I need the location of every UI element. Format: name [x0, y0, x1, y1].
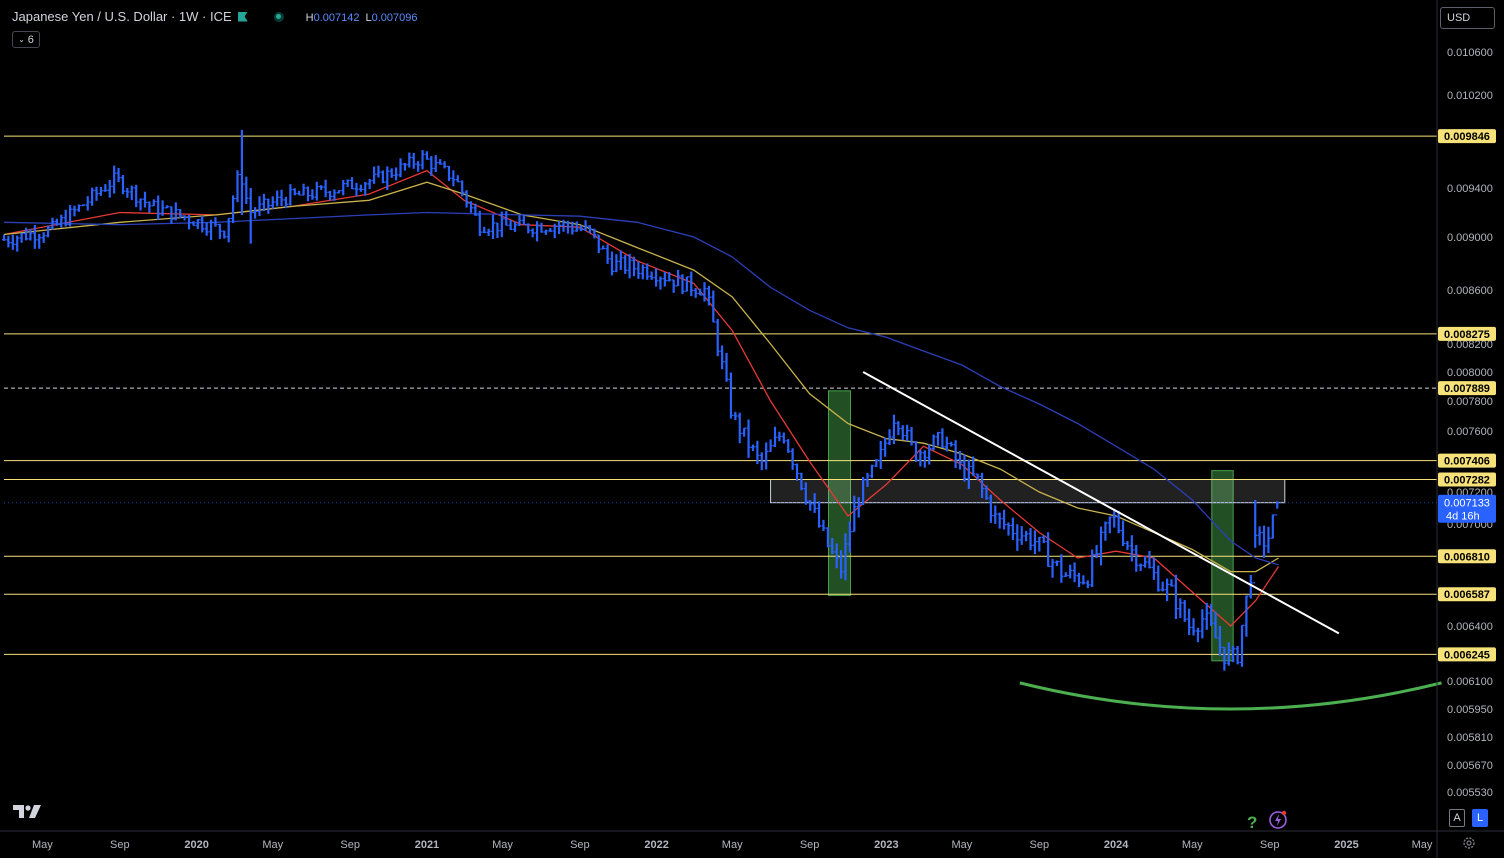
log-scale-button[interactable]: L: [1472, 809, 1488, 827]
y-tick-label: 0.008600: [1447, 285, 1493, 297]
indicators-count: 6: [27, 33, 34, 46]
y-tick-label: 0.006100: [1447, 676, 1493, 688]
chevron-down-icon: ⌄: [18, 35, 25, 44]
y-tick-label: 0.005670: [1447, 760, 1493, 772]
x-tick-label: May: [1412, 839, 1433, 851]
level-price-label: 0.007282: [1444, 474, 1490, 486]
level-price-tag: [1438, 647, 1496, 662]
level-price-label: 0.007406: [1444, 456, 1490, 468]
current-price-label: 0.007133: [1444, 498, 1490, 510]
log-scale-label: L: [1476, 812, 1484, 824]
x-tick-label: Sep: [570, 839, 590, 851]
auto-scale-button[interactable]: A: [1449, 809, 1465, 827]
level-price-tag: [1438, 129, 1496, 144]
x-tick-label: Sep: [110, 839, 130, 851]
lightning-icon[interactable]: [1268, 810, 1288, 830]
ma_fast-line: [3, 169, 1280, 627]
currency-value: USD: [1447, 12, 1471, 24]
level-price-tag: [1438, 326, 1496, 341]
level-price-label: 0.006245: [1444, 649, 1490, 661]
y-tick-label: 0.010600: [1447, 47, 1493, 59]
y-tick-label: 0.008000: [1447, 367, 1493, 379]
low-value: 0.007096: [371, 12, 418, 24]
x-tick-label: 2022: [644, 839, 668, 851]
trendline: [862, 371, 1340, 635]
x-tick-label: Sep: [1260, 839, 1280, 851]
x-tick-label: May: [32, 839, 53, 851]
level-price-tag: [1438, 549, 1496, 564]
price-labels-layer: 0.009846 0.008275 0.007889 0.007406 0.007282…: [1438, 129, 1496, 662]
y-tick-label: 0.008200: [1447, 339, 1493, 351]
y-tick-label: 0.007600: [1447, 426, 1493, 438]
level-price-label: 0.006810: [1444, 551, 1490, 563]
level-price-tag: [1438, 472, 1496, 487]
ma_mid-line: [3, 181, 1279, 573]
symbol-header: Japanese Yen / U.S. Dollar · 1W · ICE H0…: [12, 9, 418, 24]
curve-drawing: [1019, 681, 1442, 711]
settings-icon[interactable]: [1462, 836, 1476, 850]
x-tick-label: 2020: [184, 839, 208, 851]
x-tick-label: 2023: [874, 839, 898, 851]
y-tick-label: 0.006400: [1447, 621, 1493, 633]
level-price-tag: [1438, 381, 1496, 396]
level-price-label: 0.007889: [1444, 383, 1490, 395]
y-tick-label: 0.009400: [1447, 183, 1493, 195]
level-price-label: 0.008275: [1444, 329, 1490, 341]
x-tick-label: May: [952, 839, 973, 851]
high-value: 0.007142: [313, 12, 360, 24]
levels-layer: [4, 135, 1437, 655]
x-tick-label: 2024: [1104, 839, 1129, 851]
x-tick-label: May: [722, 839, 743, 851]
y-tick-label: 0.009000: [1447, 232, 1493, 244]
flag-icon: [237, 11, 248, 22]
y-tick-label: 0.005810: [1447, 732, 1493, 744]
moving-averages-layer: [3, 169, 1280, 627]
price-bars-layer: [2, 129, 1280, 671]
ma_slow-line: [3, 211, 1279, 566]
level-price-label: 0.009846: [1444, 131, 1490, 143]
indicators-toggle[interactable]: ⌄ 6: [12, 31, 40, 48]
y-tick-label: 0.005950: [1447, 704, 1493, 716]
x-tick-label: May: [262, 839, 283, 851]
symbol-title[interactable]: Japanese Yen / U.S. Dollar · 1W · ICE: [12, 9, 232, 24]
x-tick-label: 2021: [415, 839, 439, 851]
high-label: H: [305, 12, 314, 24]
x-tick-label: Sep: [340, 839, 360, 851]
x-tick-label: 2025: [1334, 839, 1358, 851]
auto-scale-label: A: [1453, 812, 1461, 824]
y-tick-label: 0.010200: [1447, 90, 1493, 102]
tradingview-logo-icon[interactable]: [13, 803, 43, 821]
x-tick-label: Sep: [1030, 839, 1050, 851]
level-price-tag: [1438, 587, 1496, 602]
countdown-label: 4d 16h: [1446, 511, 1480, 523]
drawings-layer: [862, 371, 1442, 711]
market-status-icon: [273, 11, 284, 22]
help-icon[interactable]: ?: [1247, 813, 1258, 832]
current-price-tag: [1438, 494, 1496, 523]
low-label: L: [365, 12, 372, 24]
resistance-rectangle: [770, 478, 1286, 504]
y-tick-label: 0.007800: [1447, 396, 1493, 408]
level-price-label: 0.006587: [1444, 589, 1490, 601]
x-tick-label: Sep: [800, 839, 820, 851]
level-price-tag: [1438, 453, 1496, 468]
x-tick-label: May: [1182, 839, 1203, 851]
currency-select[interactable]: USD: [1440, 7, 1495, 29]
x-tick-label: May: [492, 839, 513, 851]
y-tick-label: 0.005530: [1447, 787, 1493, 799]
